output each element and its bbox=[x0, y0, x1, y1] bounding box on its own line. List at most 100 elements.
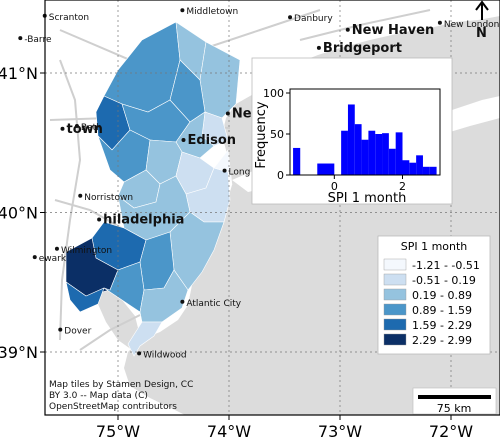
place-dot bbox=[345, 27, 350, 32]
scale-bar-label: 75 km bbox=[437, 402, 472, 415]
legend-swatch bbox=[383, 258, 407, 271]
legend-label: -0.51 - 0.19 bbox=[412, 274, 476, 287]
credit-line-1: Map tiles by Stamen Design, CC bbox=[49, 380, 193, 390]
place-label: Bridgeport bbox=[323, 41, 402, 56]
histogram-bar bbox=[382, 133, 389, 175]
place-label: Middletown bbox=[186, 7, 238, 17]
place-dot bbox=[74, 124, 79, 129]
axis-tick-labels: 75°W 74°W 73°W 72°W 41°N 40°N 39°N bbox=[0, 64, 473, 440]
north-arrow-icon bbox=[475, 0, 489, 20]
place-label: Wildwood bbox=[143, 350, 187, 360]
legend-label: 1.59 - 2.29 bbox=[412, 319, 472, 332]
north-arrow: N bbox=[475, 0, 489, 41]
legend-swatch bbox=[383, 288, 407, 301]
lat-tick-label: 41°N bbox=[0, 64, 38, 83]
place-label: Long bbox=[229, 168, 251, 178]
place-dot bbox=[180, 299, 185, 304]
place-dot bbox=[18, 36, 23, 41]
place-label: Scranton bbox=[49, 13, 89, 23]
map-border bbox=[44, 0, 500, 416]
place-label: Atlantic City bbox=[186, 299, 241, 309]
place-dot bbox=[225, 111, 230, 116]
histogram-bar bbox=[317, 163, 335, 175]
scale-bar: 75 km bbox=[412, 387, 497, 415]
histogram-y-tick-label: 50 bbox=[270, 128, 284, 141]
place-dot bbox=[54, 246, 59, 251]
credits: Map tiles by Stamen Design, CC BY 3.0 --… bbox=[49, 380, 193, 412]
histogram-y-tick-label: 0 bbox=[277, 169, 284, 182]
place-label: New London bbox=[444, 20, 499, 30]
histogram-bar bbox=[347, 104, 355, 175]
histogram-bar bbox=[341, 130, 348, 175]
place-dot bbox=[32, 255, 37, 260]
histogram-bar bbox=[416, 155, 423, 175]
legend-title: SPI 1 month bbox=[401, 240, 468, 253]
histogram-bar bbox=[388, 148, 396, 175]
histogram-bar bbox=[429, 166, 437, 175]
lat-tick-label: 39°N bbox=[0, 343, 38, 362]
place-labels: Scranton Middletown Danbury New Haven New Lo… bbox=[18, 7, 499, 360]
legend-swatch bbox=[383, 303, 407, 316]
histogram-frame bbox=[289, 88, 441, 176]
place-label: Norristown bbox=[84, 193, 133, 203]
scale-bar-box bbox=[412, 387, 497, 415]
lon-tick-label: 74°W bbox=[207, 422, 251, 440]
region-cape-may bbox=[127, 321, 163, 357]
legend-label: -1.21 - -0.51 bbox=[412, 259, 480, 272]
region-atlantic bbox=[139, 269, 189, 323]
place-dot bbox=[97, 217, 102, 222]
inset-histogram: 0 50 100 0 2 SPI 1 month Frequency bbox=[251, 57, 453, 206]
place-label: Wilmington bbox=[61, 246, 112, 256]
histogram-axes: 0 50 100 0 2 bbox=[263, 87, 441, 193]
place-label: -Barre bbox=[24, 35, 52, 45]
place-dot bbox=[437, 20, 442, 25]
legend-label: 0.89 - 1.59 bbox=[412, 304, 472, 317]
delaware-bay bbox=[98, 288, 140, 350]
place-label: Beth bbox=[81, 123, 102, 133]
place-dot bbox=[180, 8, 185, 13]
legend-label: 0.19 - 0.89 bbox=[412, 289, 472, 302]
legend-swatch bbox=[383, 273, 407, 286]
place-label: Edison bbox=[187, 133, 236, 148]
histogram-y-label: Frequency bbox=[254, 101, 269, 168]
histogram-x-tick-label: 2 bbox=[399, 180, 406, 193]
credit-line-3: OpenStreetMap contributors bbox=[49, 402, 177, 412]
histogram-bar bbox=[354, 124, 362, 175]
place-dot bbox=[78, 193, 83, 198]
place-dot bbox=[137, 351, 142, 356]
histogram-bar bbox=[368, 130, 376, 175]
north-label: N bbox=[476, 26, 487, 41]
region-salem bbox=[65, 281, 105, 313]
place-label: Danbury bbox=[294, 14, 333, 24]
place-dot bbox=[58, 327, 63, 332]
legend-label: 2.29 - 2.99 bbox=[412, 334, 472, 347]
place-label: hiladelphia bbox=[103, 212, 184, 227]
credit-line-2: BY 3.0 -- Map data (C) bbox=[49, 391, 148, 401]
place-dot bbox=[60, 126, 65, 131]
histogram-bar bbox=[422, 166, 430, 175]
histogram-bar bbox=[402, 160, 410, 175]
histogram-bars bbox=[293, 104, 437, 175]
histogram-bar bbox=[395, 132, 403, 175]
histogram-bar bbox=[375, 134, 383, 175]
legend-swatch bbox=[383, 333, 407, 346]
histogram-bar bbox=[293, 147, 301, 175]
place-label: Dover bbox=[64, 327, 91, 337]
histogram-y-tick-label: 100 bbox=[263, 87, 284, 100]
lon-tick-label: 73°W bbox=[318, 422, 362, 440]
histogram-x-label: SPI 1 month bbox=[328, 191, 407, 206]
histogram-bar bbox=[361, 139, 369, 175]
place-label: ewark bbox=[39, 254, 67, 264]
lat-tick-label: 40°N bbox=[0, 204, 38, 223]
scale-bar-line bbox=[418, 395, 491, 399]
histogram-x-tick-label: 0 bbox=[331, 180, 338, 193]
nj-choropleth bbox=[65, 21, 241, 357]
place-dot bbox=[316, 45, 321, 50]
lon-tick-label: 72°W bbox=[429, 422, 473, 440]
place-dot bbox=[181, 137, 186, 142]
legend-swatch bbox=[383, 318, 407, 331]
histogram-bar bbox=[409, 162, 417, 175]
legend: SPI 1 month -1.21 - -0.51 -0.51 - 0.19 0.… bbox=[377, 235, 491, 355]
place-label: New Haven bbox=[352, 23, 434, 38]
